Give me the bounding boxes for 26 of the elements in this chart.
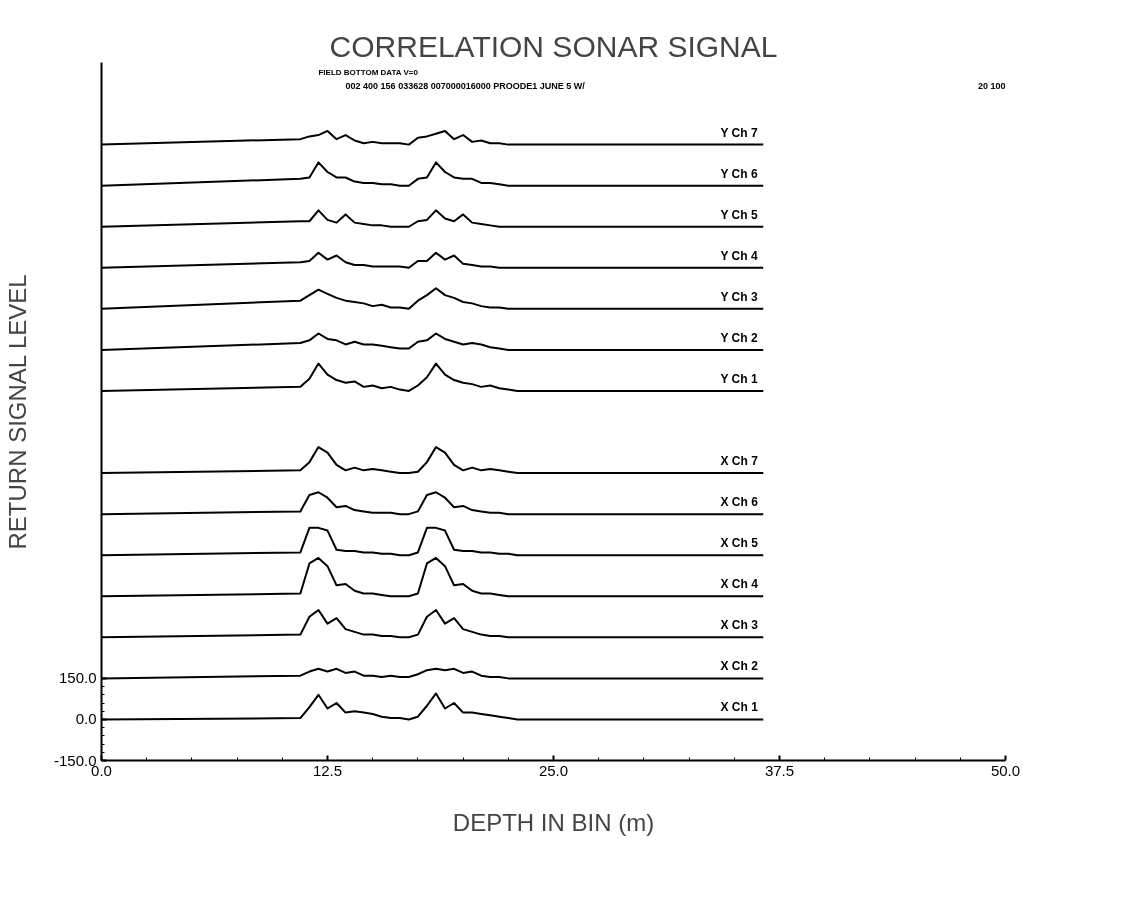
y-axis-title: RETURN SIGNAL LEVEL [3, 274, 31, 550]
series-label: Y Ch 3 [720, 289, 758, 304]
x-tick-label: 37.5 [764, 761, 795, 779]
y-tick-label: 150.0 [58, 669, 97, 687]
text: FIELD BOTTOM DATA V=0 [318, 68, 419, 77]
series-label: X Ch 6 [720, 495, 759, 510]
series-label: X Ch 2 [720, 659, 759, 674]
chart-title: CORRELATION SONAR SIGNAL [329, 29, 778, 63]
x-axis-title: DEPTH IN BIN (m) [452, 808, 655, 836]
series-label: X Ch 4 [720, 577, 759, 592]
series-label: Y Ch 4 [720, 248, 758, 263]
x-tick-label: 25.0 [538, 761, 569, 779]
series-label: Y Ch 5 [720, 207, 758, 222]
annotation: 002 400 156 033628 007000016000 PROODE1 JUNE 5 W/ [345, 80, 586, 91]
series-label: Y Ch 6 [720, 166, 758, 181]
series-label: Y Ch 7 [720, 125, 758, 140]
series-label: Y Ch 2 [720, 330, 758, 345]
annotation: 20 100 [977, 80, 1006, 91]
series-label: Y Ch 1 [720, 371, 758, 386]
series-label: X Ch 5 [720, 536, 759, 551]
series-label: X Ch 7 [720, 454, 759, 469]
y-tick-label: 0.0 [75, 710, 97, 728]
series-label: X Ch 1 [720, 700, 759, 715]
series-label: X Ch 3 [720, 618, 759, 633]
x-tick-label: 50.0 [990, 761, 1021, 779]
x-tick-label: 12.5 [312, 761, 343, 779]
